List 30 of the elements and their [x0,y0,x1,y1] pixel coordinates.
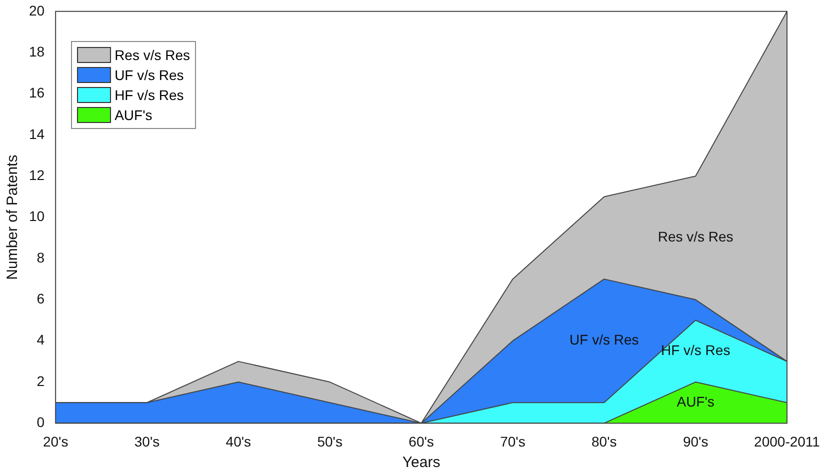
legend-label: UF v/s Res [114,67,184,84]
y-tick-label: 2 [36,372,45,389]
legend-label: HF v/s Res [114,87,184,104]
y-tick-label: 20 [28,2,45,18]
x-tick-label: 2000-2011 [754,433,820,450]
y-tick-label: 0 [36,414,45,430]
y-tick-label: 18 [28,43,45,60]
y-tick-label: 16 [28,84,45,101]
x-tick-label: 40's [226,433,252,450]
x-tick-label: 20's [42,433,68,450]
y-tick-label: 14 [28,126,45,142]
y-axis-title: Number of Patents [4,154,22,280]
x-axis-title: Years [402,454,440,472]
annotation: UF v/s Res [570,332,639,348]
y-tick-label: 12 [28,166,45,183]
legend-label: AUF's [114,107,152,124]
x-tick-label: 30's [134,433,160,450]
x-tick-label: 60's [408,433,434,450]
annotation: AUF's [676,393,714,410]
x-tick-label: 90's [682,433,708,450]
annotation: HF v/s Res [660,342,730,358]
y-tick-label: 8 [36,249,45,266]
legend-label: Res v/s Res [114,47,190,64]
y-tick-label: 10 [28,208,45,224]
y-tick-label: 4 [36,332,45,348]
x-tick-label: 70's [500,433,526,450]
x-tick-label: 80's [592,433,617,450]
annotation: Res v/s Res [658,228,734,245]
y-tick-label: 6 [36,290,45,307]
x-tick-label: 50's [317,433,342,450]
